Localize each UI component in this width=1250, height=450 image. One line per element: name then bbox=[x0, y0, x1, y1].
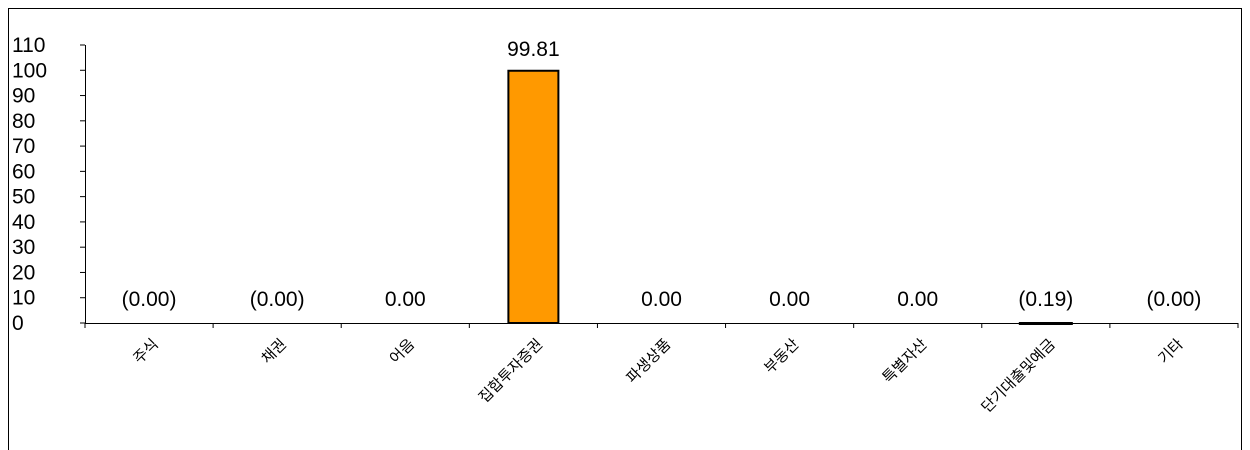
data-label: 0.00 bbox=[769, 288, 810, 311]
y-tick-label: 110 bbox=[12, 34, 45, 57]
category-label: 부동산 bbox=[760, 335, 802, 377]
data-label: (0.00) bbox=[250, 288, 305, 311]
data-label: 0.00 bbox=[641, 288, 682, 311]
y-tick-label: 30 bbox=[12, 236, 35, 259]
category-label: 기타 bbox=[1155, 335, 1187, 367]
y-tick-label: 10 bbox=[12, 287, 35, 310]
data-label: 99.81 bbox=[507, 38, 560, 61]
data-label: 0.00 bbox=[897, 288, 938, 311]
data-label: (0.00) bbox=[122, 288, 177, 311]
category-label: 주식 bbox=[130, 335, 162, 367]
y-tick-label: 100 bbox=[12, 59, 47, 82]
y-tick-label: 0 bbox=[12, 312, 24, 335]
data-label: (0.19) bbox=[1018, 288, 1073, 311]
y-tick-label: 90 bbox=[12, 85, 35, 108]
y-tick-label: 70 bbox=[12, 135, 35, 158]
y-tick-label: 20 bbox=[12, 261, 35, 284]
bar bbox=[507, 69, 560, 324]
category-label: 단기대출및예금 bbox=[978, 335, 1059, 416]
chart-frame bbox=[8, 8, 1242, 450]
y-tick-label: 50 bbox=[12, 186, 35, 209]
y-tick-label: 40 bbox=[12, 211, 35, 234]
data-label: 0.00 bbox=[385, 288, 426, 311]
category-label: 어음 bbox=[386, 335, 418, 367]
category-label: 집합투자증권 bbox=[475, 335, 546, 406]
category-label: 채권 bbox=[258, 335, 290, 367]
y-tick-label: 80 bbox=[12, 110, 35, 133]
data-labels: (0.00) (0.00) 0.00 99.81 0.00 0.00 0.00 (0.19) (… bbox=[122, 38, 1202, 311]
y-tick-label: 60 bbox=[12, 160, 35, 183]
bar bbox=[1018, 322, 1073, 325]
category-label: 파생상품 bbox=[623, 335, 675, 387]
category-label: 특별자산 bbox=[879, 335, 931, 387]
category-labels: 주식 채권 어음 집합투자증권 파생상품 부동산 특별자산 단기대출및예금 기타 bbox=[130, 335, 1187, 416]
data-label: (0.00) bbox=[1147, 288, 1202, 311]
bars bbox=[507, 69, 1073, 325]
